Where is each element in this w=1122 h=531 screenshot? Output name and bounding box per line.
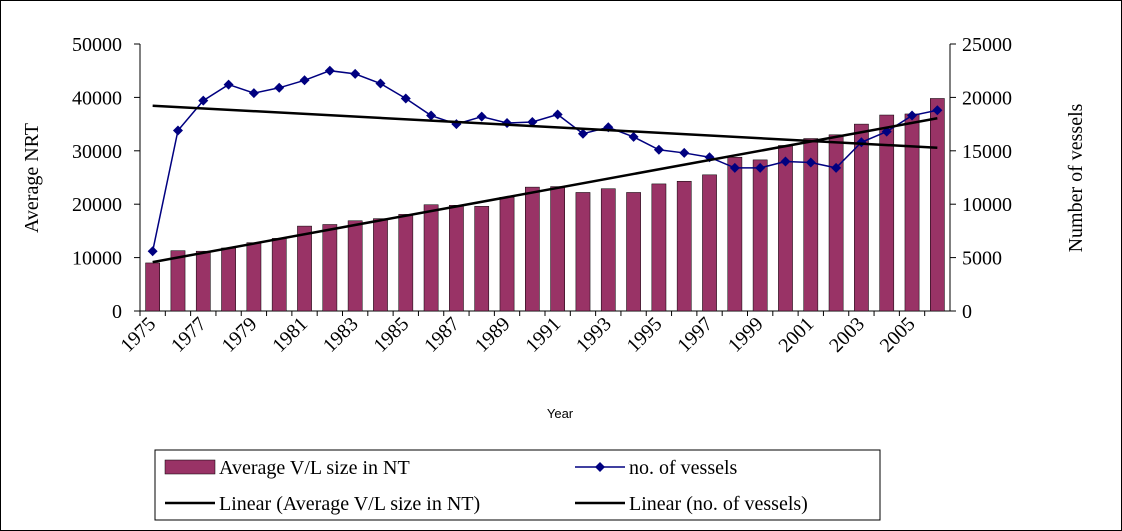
bar xyxy=(676,180,692,312)
legend-label: Linear (Average V/L size in NT) xyxy=(219,493,480,515)
marker xyxy=(805,157,816,168)
bar xyxy=(778,145,793,312)
bar xyxy=(322,224,338,312)
legend-label: Linear (no. of vessels) xyxy=(629,493,808,515)
bar xyxy=(373,218,388,312)
bar xyxy=(170,250,186,312)
marker xyxy=(679,147,690,158)
bar xyxy=(626,192,641,312)
marker xyxy=(299,75,310,86)
legend-label: no. of vessels xyxy=(629,457,738,479)
marker xyxy=(907,110,918,121)
y2-tick-label: 20000 xyxy=(962,87,1012,109)
bar xyxy=(904,113,920,312)
y-tick-label: 10000 xyxy=(72,248,122,270)
marker xyxy=(400,93,411,104)
y-tick-label: 50000 xyxy=(72,34,122,56)
marker xyxy=(780,156,791,167)
y-tick-label: 30000 xyxy=(72,141,122,163)
marker xyxy=(274,82,285,93)
marker xyxy=(755,162,766,173)
marker xyxy=(324,65,335,76)
marker xyxy=(350,68,361,79)
trendline xyxy=(152,104,938,150)
marker xyxy=(577,128,588,139)
y2-tick-label: 0 xyxy=(962,301,972,323)
bar xyxy=(752,159,768,312)
bar xyxy=(297,225,312,312)
y-axis-title: Average NRT xyxy=(21,123,43,233)
bar xyxy=(803,138,819,312)
bar xyxy=(398,214,414,312)
y2-tick-label: 5000 xyxy=(962,248,1002,270)
bar xyxy=(449,205,464,312)
bar xyxy=(271,238,287,312)
x-axis-title: Year xyxy=(547,406,574,421)
bar xyxy=(550,186,565,312)
bar xyxy=(423,204,439,312)
marker xyxy=(729,162,740,173)
y2-tick-label: 15000 xyxy=(962,141,1012,163)
y-tick-label: 0 xyxy=(112,301,122,323)
y2-axis-title: Number of vessels xyxy=(1065,103,1087,252)
marker xyxy=(831,162,842,173)
marker xyxy=(527,116,538,127)
bar xyxy=(600,188,616,312)
bar xyxy=(246,242,262,312)
marker xyxy=(375,78,386,89)
marker xyxy=(172,125,183,136)
y2-tick-label: 25000 xyxy=(962,34,1012,56)
bar xyxy=(854,123,869,312)
marker xyxy=(248,88,259,99)
legend-swatch xyxy=(595,462,605,472)
bar xyxy=(525,186,540,312)
bar xyxy=(195,250,211,312)
marker xyxy=(198,95,209,106)
bar xyxy=(145,262,160,312)
bar xyxy=(347,220,363,312)
bar xyxy=(575,192,591,312)
bar xyxy=(499,197,515,312)
marker xyxy=(552,109,563,120)
marker xyxy=(476,111,487,122)
marker xyxy=(426,110,437,121)
bar xyxy=(828,134,844,312)
bar xyxy=(474,206,490,312)
marker xyxy=(653,144,664,155)
marker xyxy=(628,131,639,142)
legend-swatch xyxy=(164,459,216,475)
marker xyxy=(147,246,158,257)
trendline xyxy=(152,117,938,264)
y-tick-label: 40000 xyxy=(72,87,122,109)
y-tick-label: 20000 xyxy=(72,194,122,216)
marker xyxy=(223,79,234,90)
bar xyxy=(221,247,236,312)
marker xyxy=(932,105,943,116)
bar xyxy=(702,174,717,312)
legend-label: Average V/L size in NT xyxy=(219,457,410,479)
y2-tick-label: 10000 xyxy=(962,194,1012,216)
legend-box xyxy=(154,449,881,521)
bar xyxy=(651,183,667,312)
bar xyxy=(727,156,743,312)
bar xyxy=(930,98,945,312)
bar xyxy=(879,114,895,312)
